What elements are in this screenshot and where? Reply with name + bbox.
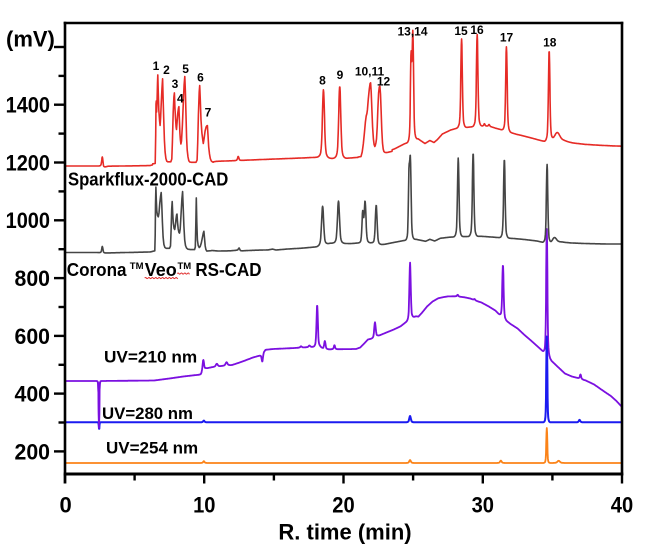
svg-text:R. time (min): R. time (min) xyxy=(278,520,411,545)
svg-text:2: 2 xyxy=(163,63,170,77)
svg-text:16: 16 xyxy=(470,23,484,37)
svg-text:Veo: Veo xyxy=(145,260,177,280)
svg-text:30: 30 xyxy=(472,493,494,518)
svg-text:UV=280 nm: UV=280 nm xyxy=(102,404,193,423)
svg-text:5: 5 xyxy=(182,62,189,76)
svg-text:1400: 1400 xyxy=(6,93,50,118)
svg-text:UV=254 nm: UV=254 nm xyxy=(106,438,198,457)
svg-text:RS-CAD: RS-CAD xyxy=(195,260,261,280)
svg-text:4: 4 xyxy=(177,92,184,106)
svg-text:1: 1 xyxy=(153,59,160,73)
svg-text:400: 400 xyxy=(15,382,51,407)
svg-text:17: 17 xyxy=(500,31,514,45)
svg-text:6: 6 xyxy=(197,71,204,85)
svg-text:10,11: 10,11 xyxy=(355,65,385,79)
svg-text:200: 200 xyxy=(15,439,51,464)
svg-text:15: 15 xyxy=(454,24,468,38)
svg-text:Sparkflux-2000-CAD: Sparkflux-2000-CAD xyxy=(68,169,228,189)
svg-text:Corona: Corona xyxy=(67,260,128,280)
svg-text:20: 20 xyxy=(332,493,354,518)
svg-text:(mV): (mV) xyxy=(6,27,55,52)
svg-text:1000: 1000 xyxy=(6,208,50,233)
svg-text:TM: TM xyxy=(178,261,192,272)
svg-text:600: 600 xyxy=(15,324,51,349)
svg-text:13,14: 13,14 xyxy=(397,24,427,38)
svg-text:800: 800 xyxy=(15,266,51,291)
svg-text:40: 40 xyxy=(611,493,633,518)
svg-text:1200: 1200 xyxy=(6,150,50,175)
svg-text:18: 18 xyxy=(543,35,557,49)
svg-text:TM: TM xyxy=(130,261,144,272)
svg-text:7: 7 xyxy=(205,106,212,120)
svg-text:3: 3 xyxy=(172,77,179,91)
svg-text:0: 0 xyxy=(60,493,72,518)
svg-text:10: 10 xyxy=(193,493,215,518)
svg-text:9: 9 xyxy=(337,68,344,82)
svg-text:UV=210 nm: UV=210 nm xyxy=(104,348,197,367)
svg-text:8: 8 xyxy=(319,74,326,88)
svg-text:12: 12 xyxy=(377,75,391,89)
